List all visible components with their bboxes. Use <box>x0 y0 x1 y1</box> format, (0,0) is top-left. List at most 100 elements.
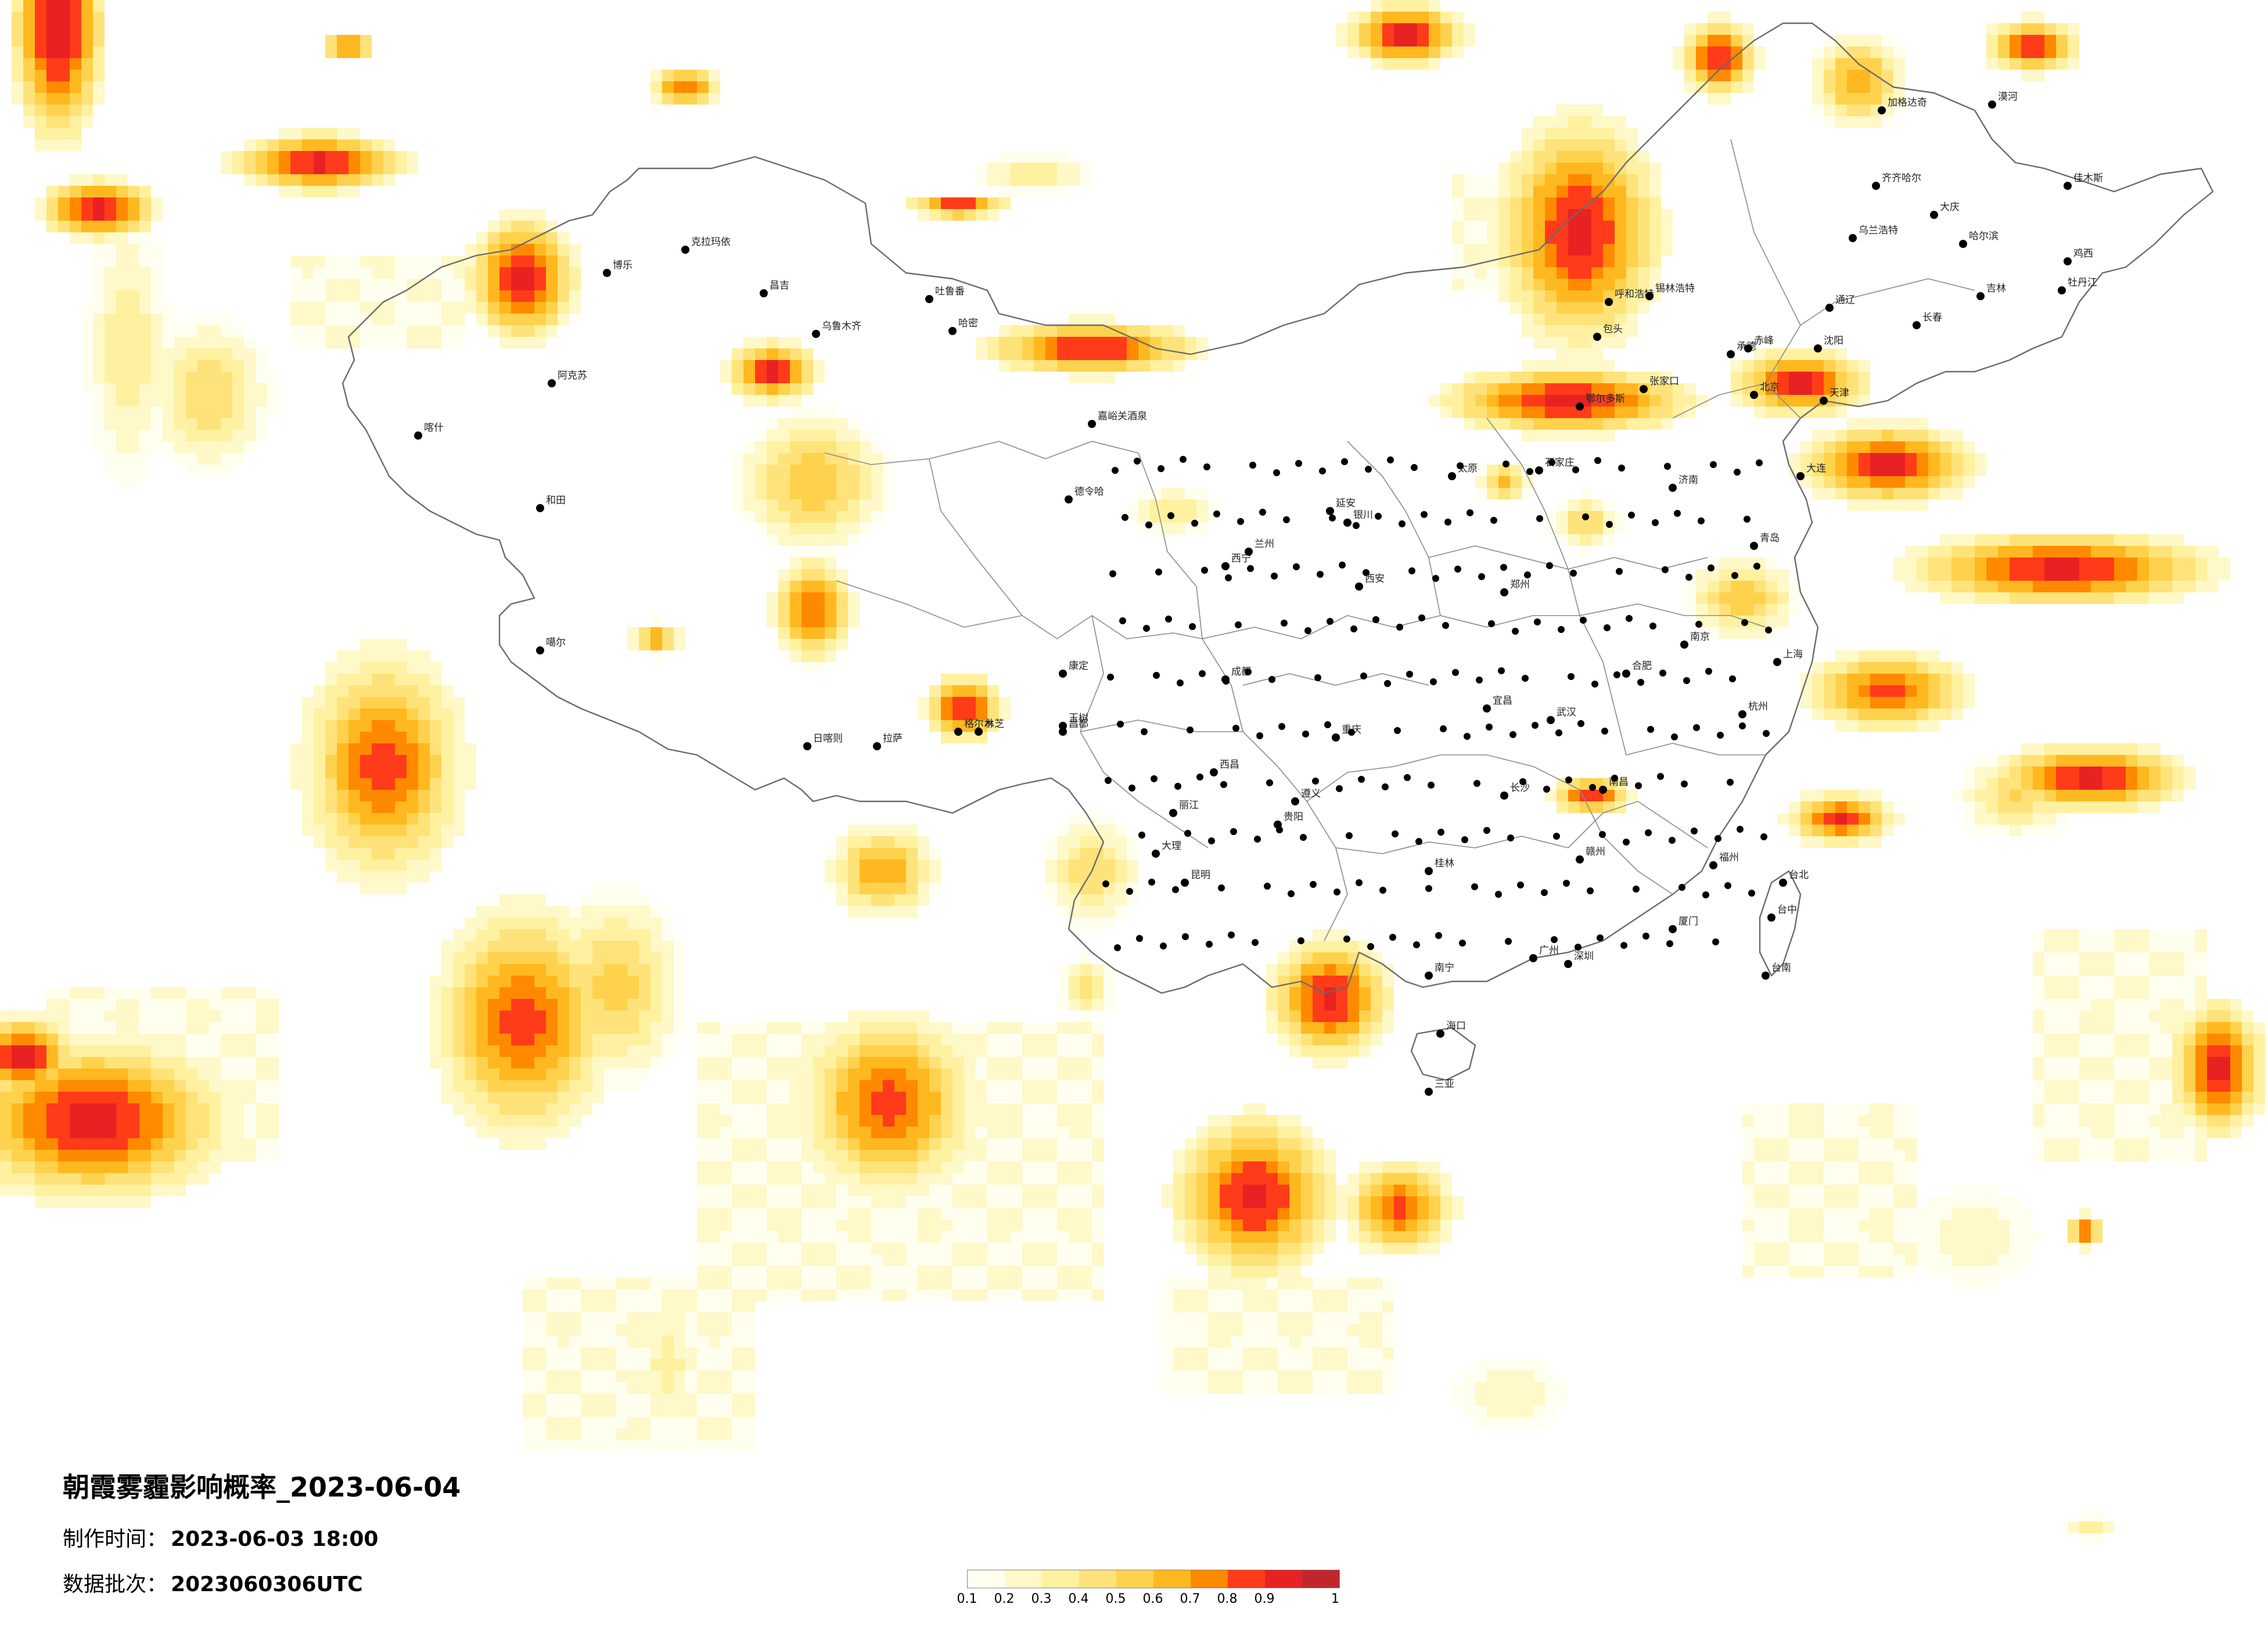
field-cell <box>1696 46 1708 58</box>
field-cell <box>93 999 105 1010</box>
field-cell <box>732 1138 743 1150</box>
field-cell <box>1080 1080 1092 1092</box>
field-cell <box>1475 488 1487 499</box>
field-cell <box>499 964 511 976</box>
field-cell <box>1742 81 1754 93</box>
field-cell <box>953 1115 964 1127</box>
field-cell <box>1057 1127 1069 1138</box>
field-cell <box>1638 256 1649 267</box>
field-cell <box>407 662 418 674</box>
field-cell <box>302 256 314 267</box>
field-cell <box>453 337 465 348</box>
field-cell <box>1591 383 1603 395</box>
field-cell <box>314 186 325 197</box>
field-cell <box>1847 720 1859 732</box>
field-cell <box>476 267 488 279</box>
field-cell <box>232 441 244 453</box>
field-cell <box>1847 790 1859 801</box>
field-cell <box>105 1115 116 1127</box>
field-cell <box>2102 1022 2114 1034</box>
field-cell <box>1812 1115 1824 1127</box>
field-cell <box>2137 1010 2149 1022</box>
field-cell <box>1208 1115 1220 1127</box>
field-cell <box>1522 139 1533 151</box>
field-cell <box>1591 406 1603 418</box>
field-cell <box>163 1161 174 1173</box>
field-cell <box>1208 1138 1220 1150</box>
field-cell <box>1557 105 1568 116</box>
field-cell <box>825 1150 836 1161</box>
field-cell <box>1626 139 1638 151</box>
field-cell <box>70 1069 81 1080</box>
field-cell <box>848 1092 860 1103</box>
field-cell <box>558 952 569 964</box>
field-cell <box>2079 778 2091 790</box>
field-cell <box>2068 1010 2079 1022</box>
field-cell <box>1045 1045 1057 1057</box>
field-cell <box>1882 476 1893 488</box>
field-cell <box>1487 418 1498 430</box>
field-cell <box>569 1022 581 1034</box>
field-cell <box>2126 1010 2137 1022</box>
field-cell <box>1057 1196 1069 1208</box>
field-cell <box>302 801 314 813</box>
field-cell <box>511 1127 523 1138</box>
field-cell <box>2056 976 2068 987</box>
field-cell <box>825 418 836 430</box>
field-cell <box>430 836 441 848</box>
field-cell <box>1754 604 1766 616</box>
field-cell <box>93 1057 105 1069</box>
field-cell <box>2091 999 2102 1010</box>
field-cell <box>616 1034 627 1045</box>
field-cell <box>941 197 953 209</box>
field-cell <box>848 871 860 883</box>
field-cell <box>1824 685 1835 697</box>
field-cell <box>2056 964 2068 976</box>
field-cell <box>801 581 813 592</box>
field-cell <box>883 1138 894 1150</box>
field-cell <box>1406 0 1417 12</box>
field-cell <box>302 151 314 163</box>
field-cell <box>151 1034 163 1045</box>
field-cell <box>1498 186 1510 197</box>
field-cell <box>186 348 197 360</box>
field-cell <box>848 906 860 918</box>
field-cell <box>256 1022 267 1034</box>
field-cell <box>616 929 627 941</box>
field-cell <box>1882 93 1893 105</box>
field-cell <box>2033 929 2044 941</box>
field-cell <box>1835 360 1847 372</box>
field-cell <box>1963 697 1975 708</box>
field-cell <box>848 1069 860 1080</box>
field-cell <box>2253 1103 2265 1115</box>
field-cell <box>732 488 743 499</box>
field-cell <box>1022 1092 1034 1103</box>
field-cell <box>836 1173 848 1185</box>
field-cell <box>418 848 430 859</box>
field-cell <box>801 1196 813 1208</box>
field-cell <box>964 1080 976 1092</box>
field-cell <box>871 1150 883 1161</box>
field-cell <box>139 314 151 325</box>
field-cell <box>2010 778 2021 790</box>
field-cell <box>1162 1196 1173 1208</box>
field-cell <box>999 197 1011 209</box>
field-cell <box>81 1115 93 1127</box>
field-cell <box>407 685 418 697</box>
field-cell <box>2114 778 2126 790</box>
field-cell <box>70 987 81 999</box>
field-cell <box>407 256 418 267</box>
field-cell <box>1708 569 1719 581</box>
field-cell <box>2033 581 2044 592</box>
field-cell <box>81 209 93 221</box>
field-cell <box>1847 93 1859 105</box>
field-cell <box>105 1103 116 1115</box>
field-cell <box>953 697 964 708</box>
field-cell <box>1173 325 1185 337</box>
field-cell <box>894 906 906 918</box>
field-cell <box>465 1080 476 1092</box>
field-cell <box>1347 35 1359 46</box>
field-cell <box>2068 987 2079 999</box>
field-cell <box>1638 406 1649 418</box>
field-cell <box>2172 767 2184 778</box>
